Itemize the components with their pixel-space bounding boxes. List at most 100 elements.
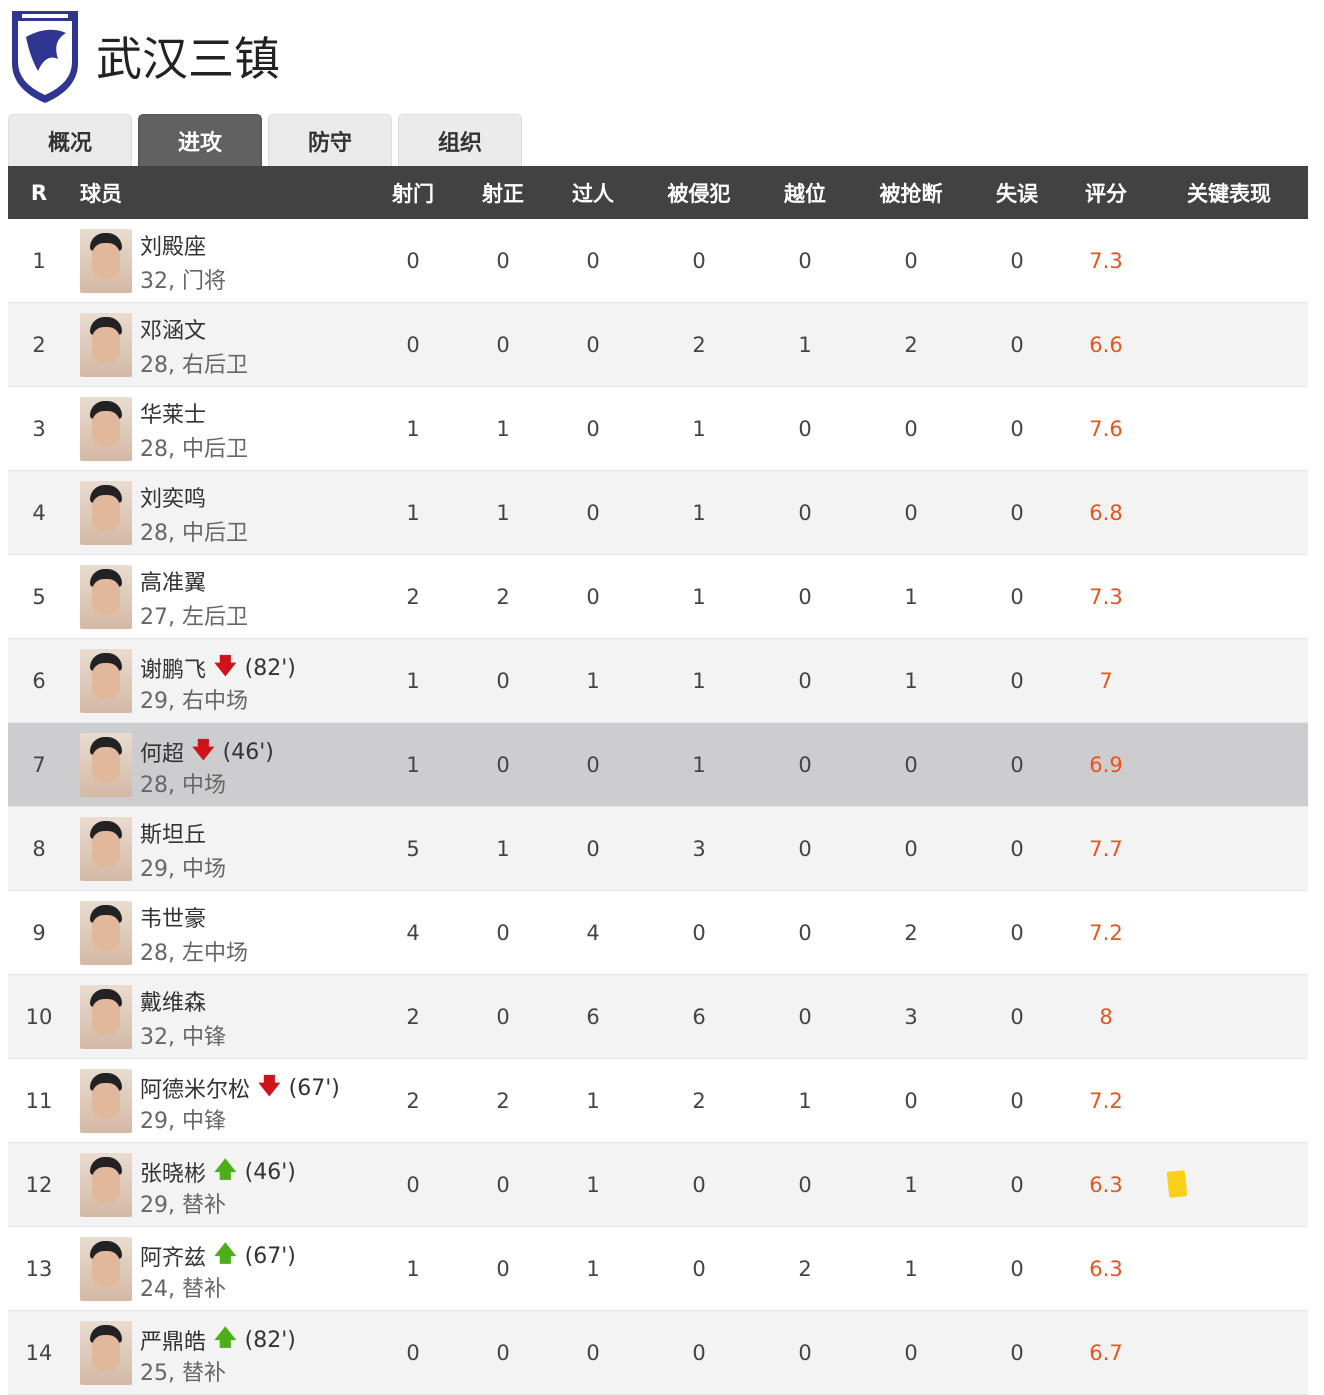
player-name[interactable]: 斯坦丘: [140, 823, 207, 848]
stat-value: 0: [798, 836, 812, 861]
player-name-line: 何超 🡇 (46'): [140, 733, 274, 771]
table-row[interactable]: 13 阿齐兹 🡅 (67') 24, 替补 1 0 1 0 2 1 0 6.3: [8, 1227, 1308, 1311]
player-name[interactable]: 阿德米尔松: [140, 1078, 251, 1103]
column-header[interactable]: 过人: [572, 181, 614, 206]
stat-value: 0: [904, 1340, 918, 1365]
stat-value: 1: [586, 1256, 600, 1281]
column-header[interactable]: 被抢断: [879, 181, 943, 206]
player-name[interactable]: 谢鹏飞: [140, 658, 207, 683]
stat-value: 0: [904, 752, 918, 777]
player-name[interactable]: 张晓彬: [140, 1162, 207, 1187]
column-header[interactable]: 射正: [482, 181, 524, 206]
player-name[interactable]: 阿齐兹: [140, 1246, 207, 1271]
sub-on-arrow-icon: 🡅: [214, 1242, 237, 1267]
table-row[interactable]: 5 高准翼 27, 左后卫 2 2 0 1 0 1 0 7.3: [8, 555, 1308, 639]
table-row[interactable]: 3 华莱士 28, 中后卫 1 1 0 1 0 0 0 7.6: [8, 387, 1308, 471]
player-info: 25, 替补: [140, 1361, 226, 1386]
stat-value: 1: [692, 752, 706, 777]
stat-value: 0: [798, 500, 812, 525]
tab-organization[interactable]: 组织: [398, 114, 522, 166]
stat-value: 0: [692, 1340, 706, 1365]
stat-value: 6: [692, 1004, 706, 1029]
stat-value: 0: [496, 1172, 510, 1197]
player-name[interactable]: 戴维森: [140, 991, 207, 1016]
player-name-line: 斯坦丘: [140, 817, 206, 849]
rank: 9: [32, 920, 46, 945]
stat-value: 0: [586, 332, 600, 357]
column-header[interactable]: R: [30, 180, 48, 205]
tab-defense[interactable]: 防守: [268, 114, 392, 166]
player-name-line: 高准翼: [140, 565, 206, 597]
player-avatar: [80, 565, 132, 629]
stat-value: 0: [586, 248, 600, 273]
rank: 11: [25, 1088, 53, 1113]
stat-value: 2: [496, 584, 510, 609]
player-info: 32, 中锋: [140, 1025, 226, 1050]
table-row[interactable]: 7 何超 🡇 (46') 28, 中场 1 0 0 1 0 0 0 6.9: [8, 723, 1308, 807]
table-row[interactable]: 1 刘殿座 32, 门将 0 0 0 0 0 0 0 7.3: [8, 219, 1308, 303]
player-name-line: 严鼎皓 🡅 (82'): [140, 1321, 296, 1359]
stat-value: 0: [406, 248, 420, 273]
table-row[interactable]: 2 邓涵文 28, 右后卫 0 0 0 2 1 2 0 6.6: [8, 303, 1308, 387]
stat-value: 0: [586, 752, 600, 777]
rating: 7.3: [1089, 248, 1123, 273]
player-name[interactable]: 刘奕鸣: [140, 487, 207, 512]
column-header[interactable]: 被侵犯: [667, 181, 731, 206]
stat-value: 0: [1010, 1172, 1024, 1197]
rank: 8: [32, 836, 46, 861]
player-name[interactable]: 高准翼: [140, 571, 207, 596]
table-row[interactable]: 10 戴维森 32, 中锋 2 0 6 6 0 3 0 8: [8, 975, 1308, 1059]
sub-on-arrow-icon: 🡅: [214, 1326, 237, 1351]
stat-value: 2: [798, 1256, 812, 1281]
sub-off-arrow-icon: 🡇: [192, 738, 215, 763]
stat-value: 3: [692, 836, 706, 861]
stat-value: 0: [1010, 1340, 1024, 1365]
player-name[interactable]: 韦世豪: [140, 907, 207, 932]
table-row[interactable]: 6 谢鹏飞 🡇 (82') 29, 右中场 1 0 1 1 0 1 0 7: [8, 639, 1308, 723]
table-row[interactable]: 8 斯坦丘 29, 中场 5 1 0 3 0 0 0 7.7: [8, 807, 1308, 891]
rank: 3: [32, 416, 46, 441]
table-row[interactable]: 12 张晓彬 🡅 (46') 29, 替补 0 0 1 0 0 1 0 6.3: [8, 1143, 1308, 1227]
tab-attack[interactable]: 进攻: [138, 114, 262, 166]
table-row[interactable]: 14 严鼎皓 🡅 (82') 25, 替补 0 0 0 0 0 0 0 6.7: [8, 1311, 1308, 1395]
player-avatar: [80, 649, 132, 713]
column-header[interactable]: 评分: [1085, 181, 1127, 206]
column-header[interactable]: 失误: [996, 181, 1038, 206]
player-avatar: [80, 229, 132, 293]
table-row[interactable]: 11 阿德米尔松 🡇 (67') 29, 中锋 2 2 1 2 1 0 0 7.2: [8, 1059, 1308, 1143]
table-row[interactable]: 4 刘奕鸣 28, 中后卫 1 1 0 1 0 0 0 6.8: [8, 471, 1308, 555]
column-header[interactable]: 关键表现: [1187, 181, 1271, 206]
player-name-line: 张晓彬 🡅 (46'): [140, 1153, 296, 1191]
stat-value: 0: [496, 920, 510, 945]
stat-value: 1: [692, 416, 706, 441]
stat-value: 0: [1010, 1004, 1024, 1029]
stat-value: 0: [692, 920, 706, 945]
table-row[interactable]: 9 韦世豪 28, 左中场 4 0 4 0 0 2 0 7.2: [8, 891, 1308, 975]
player-name[interactable]: 刘殿座: [140, 235, 207, 260]
stat-value: 2: [406, 1004, 420, 1029]
player-name-line: 邓涵文: [140, 313, 206, 345]
rank: 14: [25, 1340, 53, 1365]
player-name[interactable]: 华莱士: [140, 403, 207, 428]
stat-value: 0: [1010, 416, 1024, 441]
player-name[interactable]: 何超: [140, 742, 185, 767]
team-name: 武汉三镇: [96, 32, 280, 86]
player-info: 28, 中场: [140, 773, 226, 798]
sub-time: (82'): [244, 1327, 296, 1353]
stat-value: 2: [496, 1088, 510, 1113]
player-avatar: [80, 397, 132, 461]
stat-value: 0: [798, 416, 812, 441]
stat-value: 0: [904, 500, 918, 525]
column-header[interactable]: 射门: [392, 181, 434, 206]
player-avatar: [80, 817, 132, 881]
stat-value: 1: [406, 416, 420, 441]
column-header[interactable]: 球员: [80, 181, 122, 206]
column-header[interactable]: 越位: [784, 181, 826, 206]
player-name[interactable]: 严鼎皓: [140, 1330, 207, 1355]
player-name[interactable]: 邓涵文: [140, 319, 207, 344]
stat-value: 0: [798, 248, 812, 273]
rating: 8: [1099, 1004, 1113, 1029]
player-name-line: 韦世豪: [140, 901, 206, 933]
tab-overview[interactable]: 概况: [8, 114, 132, 166]
stat-value: 5: [406, 836, 420, 861]
